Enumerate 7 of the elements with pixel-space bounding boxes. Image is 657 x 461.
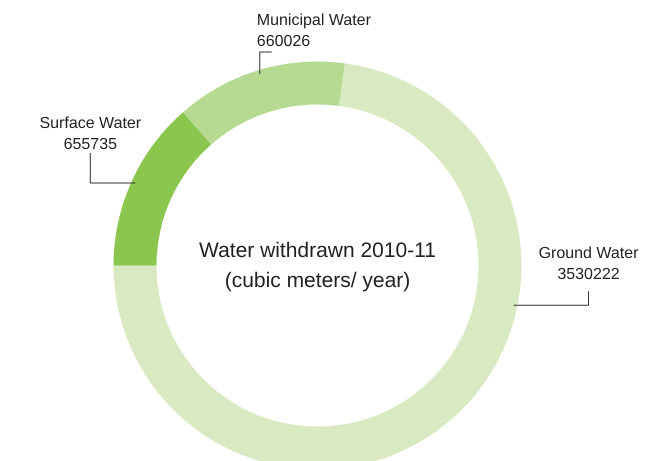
slice-label: Municipal Water	[256, 12, 372, 29]
data-label: 660026	[256, 33, 310, 50]
text: Water withdrawn 2010-11 (cubic meters/ year)	[199, 239, 436, 292]
slice-label: Surface Water	[39, 114, 142, 132]
data-label: 655735	[64, 136, 118, 154]
slice-label: Ground Water	[538, 244, 640, 262]
data-label: 3530222	[557, 266, 620, 284]
